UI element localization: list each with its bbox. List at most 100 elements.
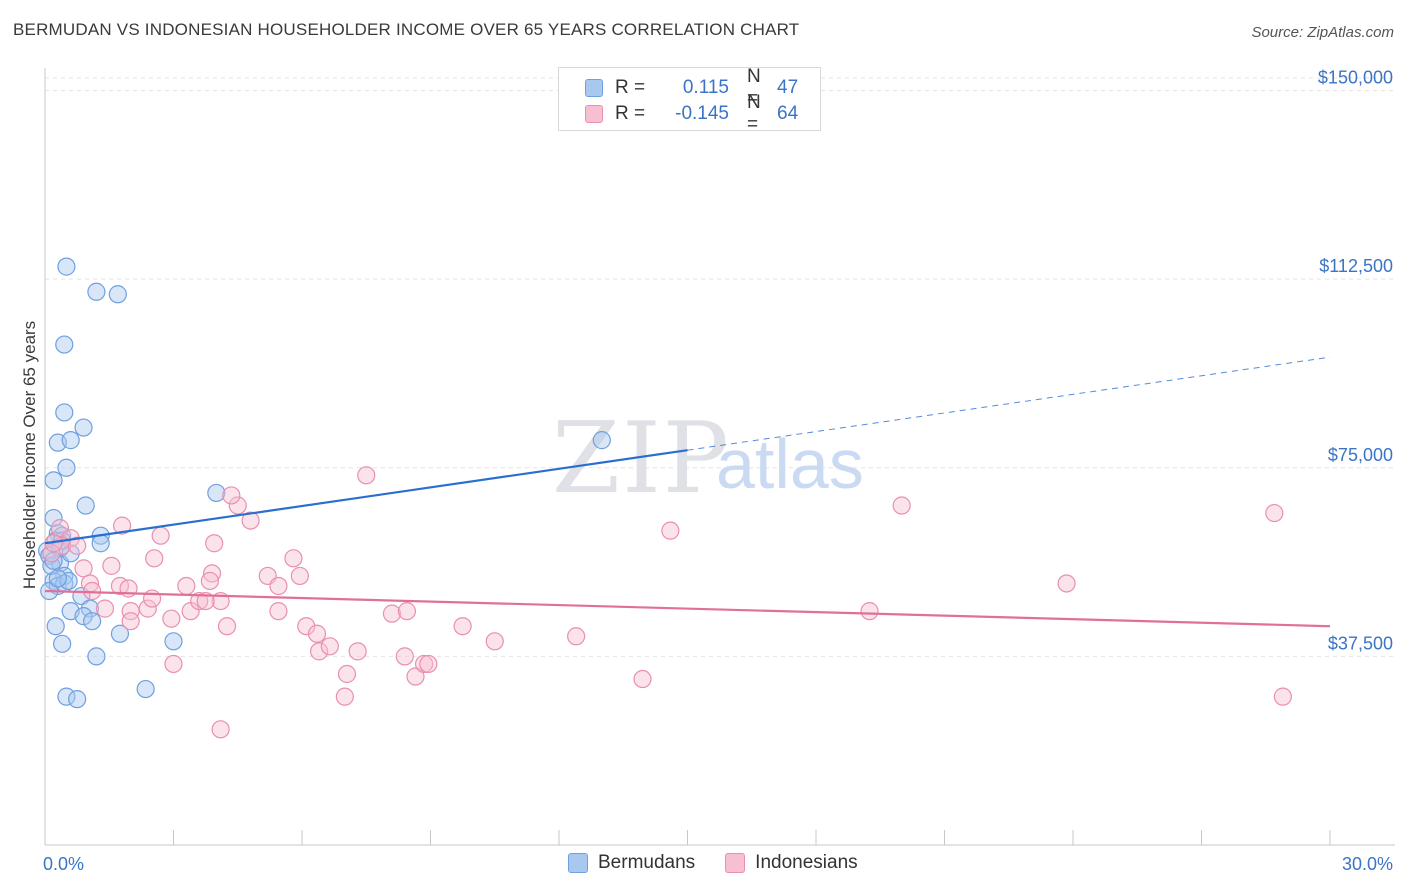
trend-line-indonesians (44, 589, 1331, 628)
data-point-indonesians (337, 664, 357, 684)
series-legend: Bermudans Indonesians (568, 852, 888, 874)
legend-row-indonesians: R = -0.145 N = 64 (585, 92, 799, 135)
data-point-indonesians (892, 496, 911, 515)
x-tick-label: 0.0% (43, 854, 84, 874)
series-label-indonesians: Indonesians (755, 852, 858, 873)
data-point-bermudans (57, 687, 76, 706)
data-point-indonesians (68, 536, 87, 555)
chart-source: Source: ZipAtlas.com (1251, 24, 1394, 41)
data-point-indonesians (112, 516, 132, 535)
data-point-bermudans (59, 571, 78, 591)
data-point-bermudans (44, 508, 63, 528)
data-point-indonesians (217, 617, 237, 636)
data-point-indonesians (661, 521, 680, 540)
data-point-bermudans (207, 483, 226, 503)
data-point-indonesians (335, 687, 354, 706)
data-point-bermudans (592, 431, 611, 450)
legend-r-label: R = (615, 103, 646, 124)
data-point-indonesians (269, 602, 288, 621)
series-legend-indonesians[interactable]: Indonesians (725, 852, 858, 874)
data-point-indonesians (485, 632, 504, 651)
data-point-bermudans (44, 551, 63, 570)
y-tick-label: $37,500 (1328, 633, 1393, 653)
data-point-indonesians (196, 591, 215, 611)
data-point-indonesians (83, 581, 102, 601)
data-point-indonesians (414, 654, 434, 674)
data-point-indonesians (348, 642, 367, 661)
data-point-indonesians (307, 624, 327, 643)
data-point-indonesians (320, 637, 339, 656)
y-tick-label: $150,000 (1318, 68, 1393, 88)
data-point-indonesians (145, 549, 164, 568)
data-point-indonesians (310, 642, 329, 661)
data-point-indonesians (397, 602, 417, 621)
data-point-bermudans (91, 534, 110, 553)
legend-swatch-bermudans (585, 79, 603, 97)
data-point-bermudans (46, 617, 65, 636)
legend-row-bermudans: R = 0.115 N = 47 (585, 66, 799, 109)
x-tick-label: 30.0% (1342, 854, 1393, 874)
legend-n-value: 64 (777, 103, 799, 124)
data-point-bermudans (44, 471, 63, 490)
data-point-indonesians (860, 602, 879, 621)
data-point-indonesians (633, 669, 652, 689)
correlation-legend: R = 0.115 N = 47 R = -0.145 N = 64 (558, 66, 821, 135)
data-point-bermudans (55, 335, 74, 354)
data-point-indonesians (102, 556, 121, 575)
data-point-indonesians (151, 526, 170, 545)
data-point-indonesians (200, 571, 220, 591)
data-point-bermudans (74, 607, 93, 626)
y-tick-label: $75,000 (1328, 445, 1393, 465)
data-point-indonesians (567, 627, 586, 646)
legend-swatch-indonesians (585, 105, 603, 123)
data-point-indonesians (162, 609, 181, 628)
data-point-bermudans (55, 403, 74, 422)
data-point-indonesians (1273, 687, 1292, 706)
y-axis-label: Householder Income Over 65 years (20, 321, 39, 589)
data-point-indonesians (1265, 503, 1284, 523)
data-point-bermudans (57, 458, 76, 477)
trend-lines (44, 356, 1331, 628)
data-point-indonesians (395, 647, 414, 666)
chart-title: BERMUDAN VS INDONESIAN HOUSEHOLDER INCOM… (13, 20, 800, 39)
data-points (38, 257, 1292, 739)
data-point-bermudans (83, 612, 102, 631)
data-point-indonesians (142, 589, 162, 608)
grid-lines (45, 77, 1395, 657)
series-swatch-bermudans (568, 853, 588, 873)
trend-line-bermudans (44, 449, 688, 545)
y-tick-label: $112,500 (1319, 256, 1393, 276)
data-point-indonesians (453, 617, 472, 636)
data-point-bermudans (164, 632, 183, 651)
legend-r-value: -0.145 (675, 103, 729, 124)
legend-n-label: N = (747, 66, 761, 109)
data-point-bermudans (136, 679, 155, 699)
data-point-bermudans (68, 690, 87, 709)
data-point-indonesians (419, 654, 438, 674)
data-point-indonesians (1057, 574, 1076, 593)
watermark-atlas: atlas (716, 425, 864, 503)
axes (44, 68, 1395, 846)
data-point-bermudans (87, 647, 106, 666)
data-point-bermudans (61, 431, 80, 450)
data-point-indonesians (382, 604, 402, 623)
data-point-indonesians (297, 617, 316, 636)
legend-n-value: 47 (777, 77, 799, 98)
data-point-indonesians (357, 466, 376, 485)
data-point-bermudans (53, 634, 72, 653)
legend-r-label: R = (615, 77, 646, 98)
legend-n-label: N = (747, 92, 761, 135)
data-point-indonesians (211, 720, 230, 739)
data-point-indonesians (74, 559, 93, 578)
data-point-indonesians (95, 599, 115, 618)
data-point-indonesians (121, 612, 140, 631)
trend-line-extension-bermudans (687, 356, 1331, 451)
data-point-indonesians (269, 576, 288, 596)
data-point-indonesians (290, 566, 309, 586)
series-label-bermudans: Bermudans (598, 852, 696, 873)
series-legend-bermudans[interactable]: Bermudans (568, 852, 695, 874)
data-point-bermudans (48, 569, 67, 588)
watermark-zip: ZIP (552, 402, 731, 516)
data-point-bermudans (87, 282, 106, 301)
